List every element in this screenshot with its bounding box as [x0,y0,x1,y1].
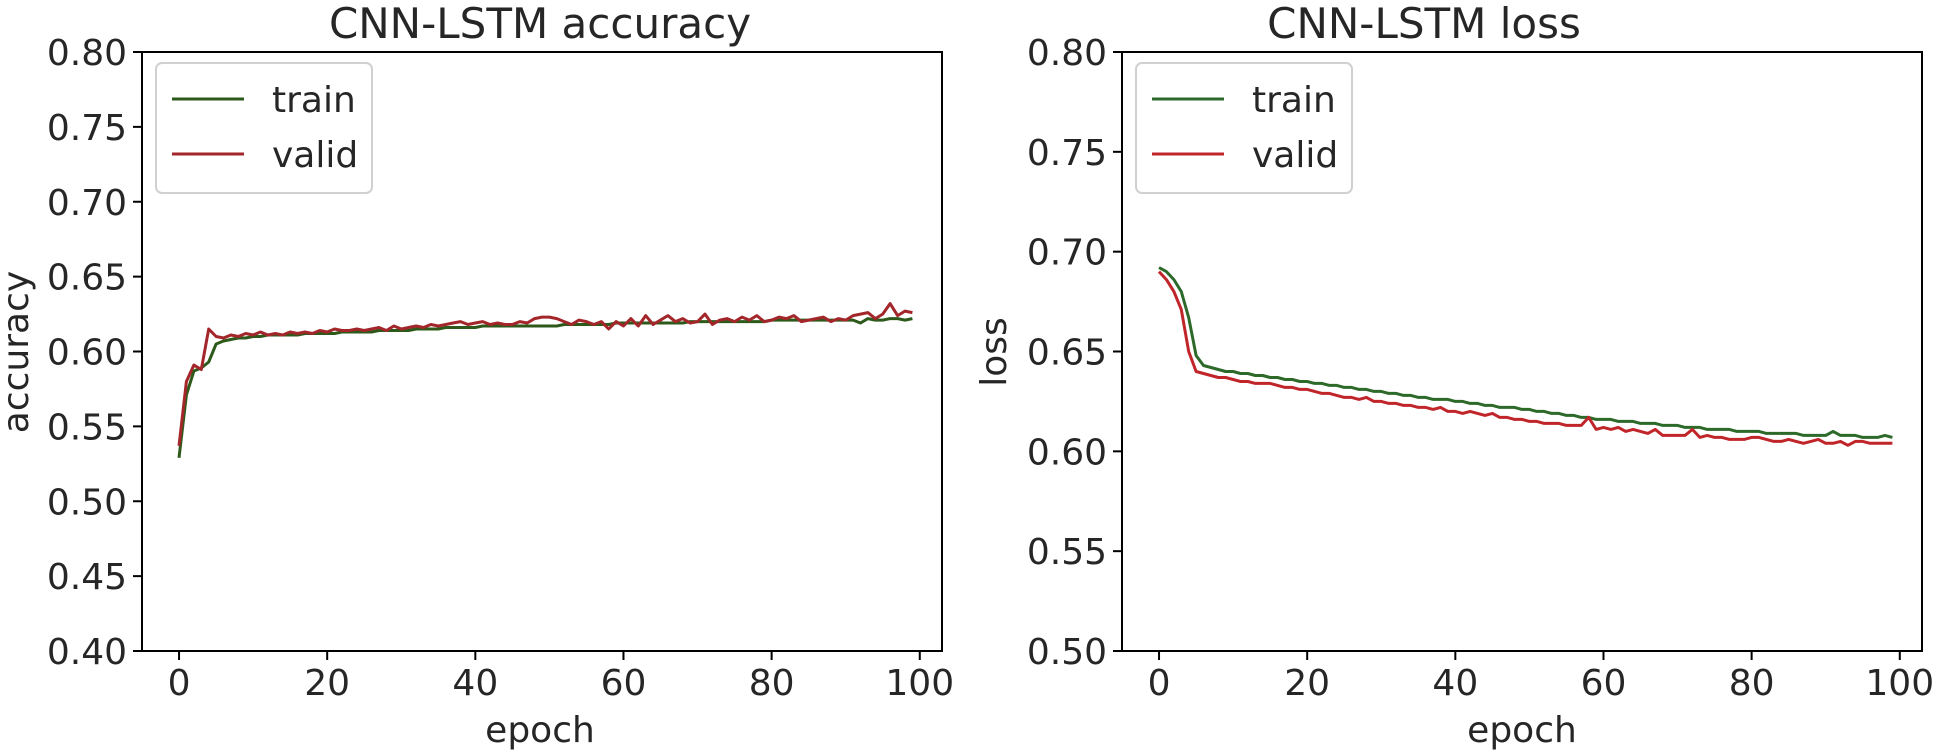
x-tick-label: 40 [452,663,498,704]
x-tick-label: 60 [601,663,647,704]
legend-box [155,62,373,194]
y-tick-label: 0.55 [1027,532,1107,573]
y-tick-label: 0.70 [1027,233,1107,274]
y-tick-label: 0.60 [47,333,127,374]
y-tick-label: 0.80 [47,33,127,74]
x-axis: 0 20 40 60 80 100 [168,651,954,704]
legend-label-train: train [1252,80,1336,121]
y-tick-label: 0.75 [1027,133,1107,174]
x-tick-label: 20 [304,663,350,704]
loss-chart: CNN-LSTM loss 0.500.550.600.650.700.750.… [974,0,1933,751]
series-line-valid [177,302,913,446]
y-tick-label: 0.80 [1027,33,1107,74]
y-tick-label: 0.65 [47,258,127,299]
legend-label-train: train [272,80,356,121]
legend-box [1135,62,1353,194]
series-lines [177,302,913,458]
x-tick-label: 100 [1865,663,1933,704]
chart-title: CNN-LSTM loss [1267,0,1581,48]
y-tick-label: 0.45 [47,557,127,598]
y-tick-label: 0.50 [1027,632,1107,673]
x-tick-label: 0 [1148,663,1171,704]
series-lines [1157,266,1893,447]
y-tick-label: 0.70 [47,183,127,224]
x-axis: 0 20 40 60 80 100 [1148,651,1933,704]
y-axis-label: accuracy [0,271,37,433]
y-tick-label: 0.55 [47,407,127,448]
y-tick-label: 0.75 [47,108,127,149]
x-tick-label: 80 [1729,663,1775,704]
legend-label-valid: valid [1252,135,1338,176]
x-tick-label: 80 [749,663,795,704]
y-axis: 0.50 0.55 0.60 0.65 0.70 0.75 0.80 [1027,33,1122,673]
x-axis-label: epoch [485,710,595,751]
y-axis: 0.40 0.45 0.50 0.55 0.60 0.65 0.70 0.75 0.80 [47,33,142,673]
x-tick-label: 40 [1432,663,1478,704]
y-tick-label: 0.40 [47,632,127,673]
x-tick-label: 20 [1284,663,1330,704]
x-tick-label: 0 [168,663,191,704]
legend: train valid [1135,62,1353,194]
y-axis-label: loss [974,317,1015,387]
series-line-train [1158,266,1893,439]
x-tick-label: 60 [1581,663,1627,704]
y-tick-label: 0.50 [47,482,127,523]
series-line-valid [1157,270,1893,447]
x-axis-label: epoch [1467,710,1577,751]
x-tick-label: 100 [885,663,954,704]
legend-label-valid: valid [272,135,358,176]
legend: train valid [155,62,373,194]
y-tick-label: 0.65 [1027,333,1107,374]
chart-title: CNN-LSTM accuracy [329,0,751,48]
y-tick-label: 0.60 [1027,432,1107,473]
accuracy-chart: CNN-LSTM accuracy 0.400.450.500.550.600.… [0,0,954,751]
